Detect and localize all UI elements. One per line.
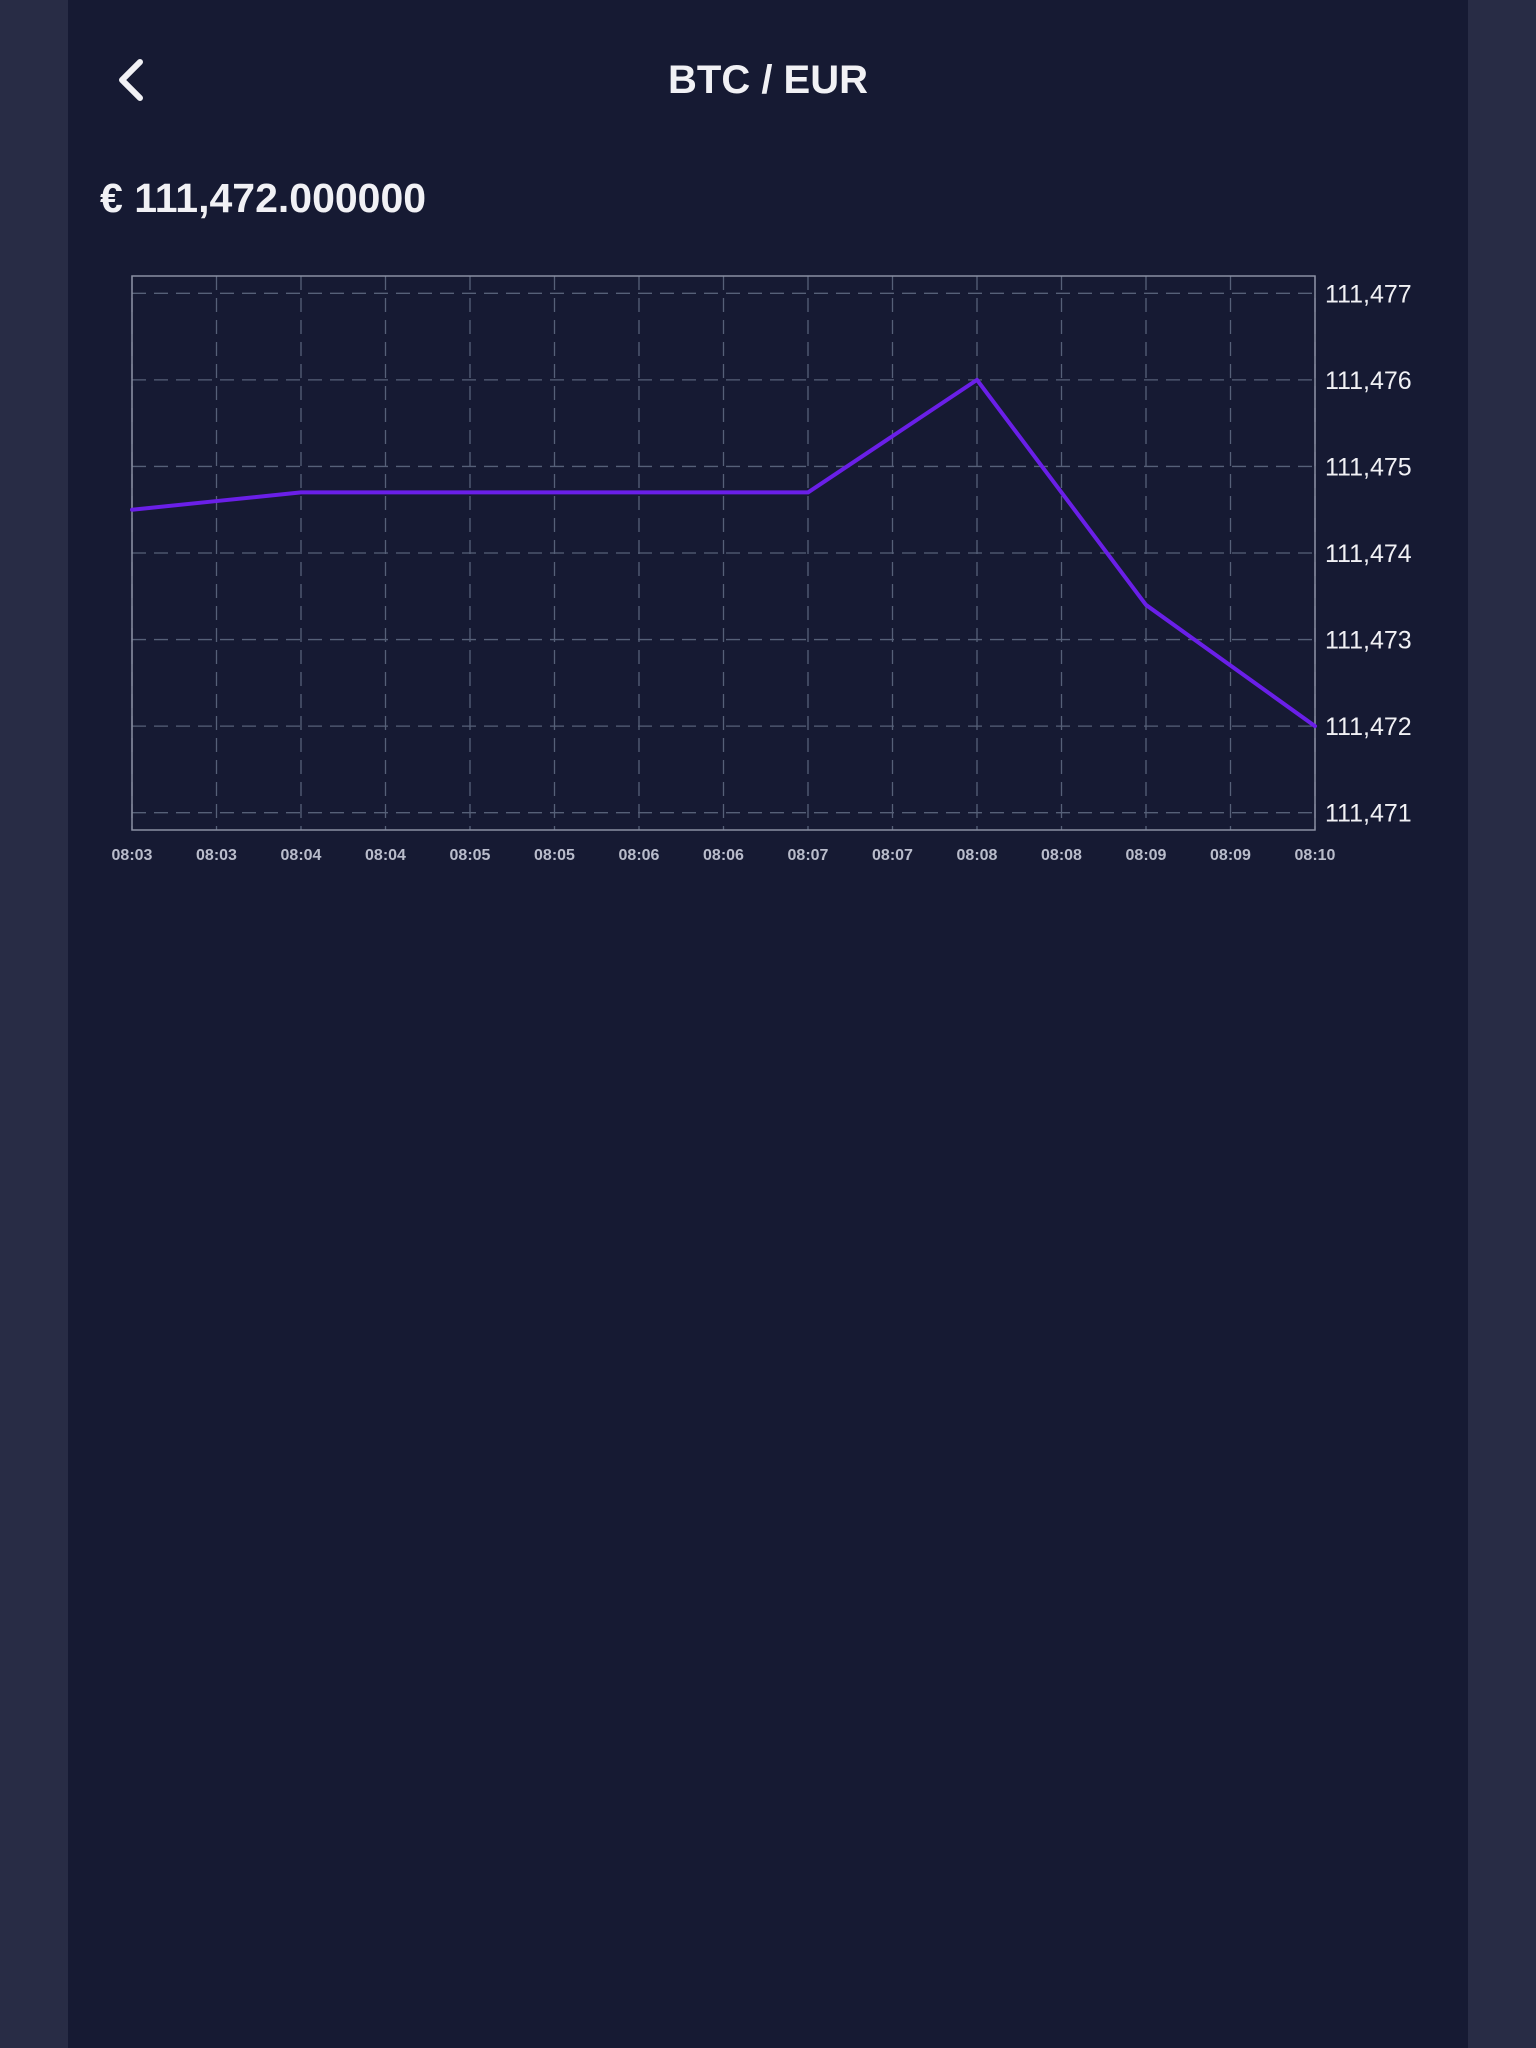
x-tick-label: 08:09 bbox=[1126, 847, 1167, 864]
app-screen: BTC / EUR € 111,472.000000 111,477 111,47… bbox=[68, 0, 1468, 2048]
x-tick-label: 08:03 bbox=[196, 847, 237, 864]
header: BTC / EUR bbox=[68, 0, 1468, 160]
back-button[interactable] bbox=[104, 52, 160, 108]
page-title: BTC / EUR bbox=[668, 58, 868, 102]
y-tick-label: 111,472 bbox=[1325, 713, 1412, 741]
y-tick-label: 111,471 bbox=[1325, 800, 1412, 828]
x-tick-label: 08:07 bbox=[872, 847, 913, 864]
chevron-left-icon bbox=[119, 59, 143, 101]
y-tick-label: 111,473 bbox=[1325, 627, 1412, 655]
price-series-line bbox=[130, 377, 1317, 729]
price-chart: 111,477 111,476 111,475 111,474 111,473 111,4… bbox=[68, 260, 1468, 900]
y-tick-label: 111,475 bbox=[1325, 453, 1412, 481]
left-frame bbox=[0, 0, 68, 2048]
x-tick-label: 08:06 bbox=[703, 847, 744, 864]
y-tick-label: 111,474 bbox=[1325, 540, 1412, 568]
price-chart-svg: 111,477 111,476 111,475 111,474 111,473 111,4… bbox=[112, 275, 1412, 864]
right-frame bbox=[1468, 0, 1536, 2048]
x-tick-label: 08:09 bbox=[1210, 847, 1251, 864]
x-tick-label: 08:06 bbox=[619, 847, 660, 864]
x-tick-label: 08:08 bbox=[1041, 847, 1082, 864]
current-price: € 111,472.000000 bbox=[100, 175, 427, 221]
plot-border bbox=[131, 275, 1316, 831]
x-tick-label: 08:04 bbox=[365, 847, 406, 864]
x-tick-label: 08:05 bbox=[534, 847, 575, 864]
y-tick-label: 111,477 bbox=[1325, 280, 1412, 308]
x-tick-label: 08:08 bbox=[957, 847, 998, 864]
x-tick-label: 08:07 bbox=[788, 847, 829, 864]
x-tick-label: 08:04 bbox=[281, 847, 322, 864]
y-tick-label: 111,476 bbox=[1325, 367, 1412, 395]
x-tick-label: 08:10 bbox=[1295, 847, 1336, 864]
x-tick-label: 08:03 bbox=[112, 847, 153, 864]
x-tick-label: 08:05 bbox=[450, 847, 491, 864]
